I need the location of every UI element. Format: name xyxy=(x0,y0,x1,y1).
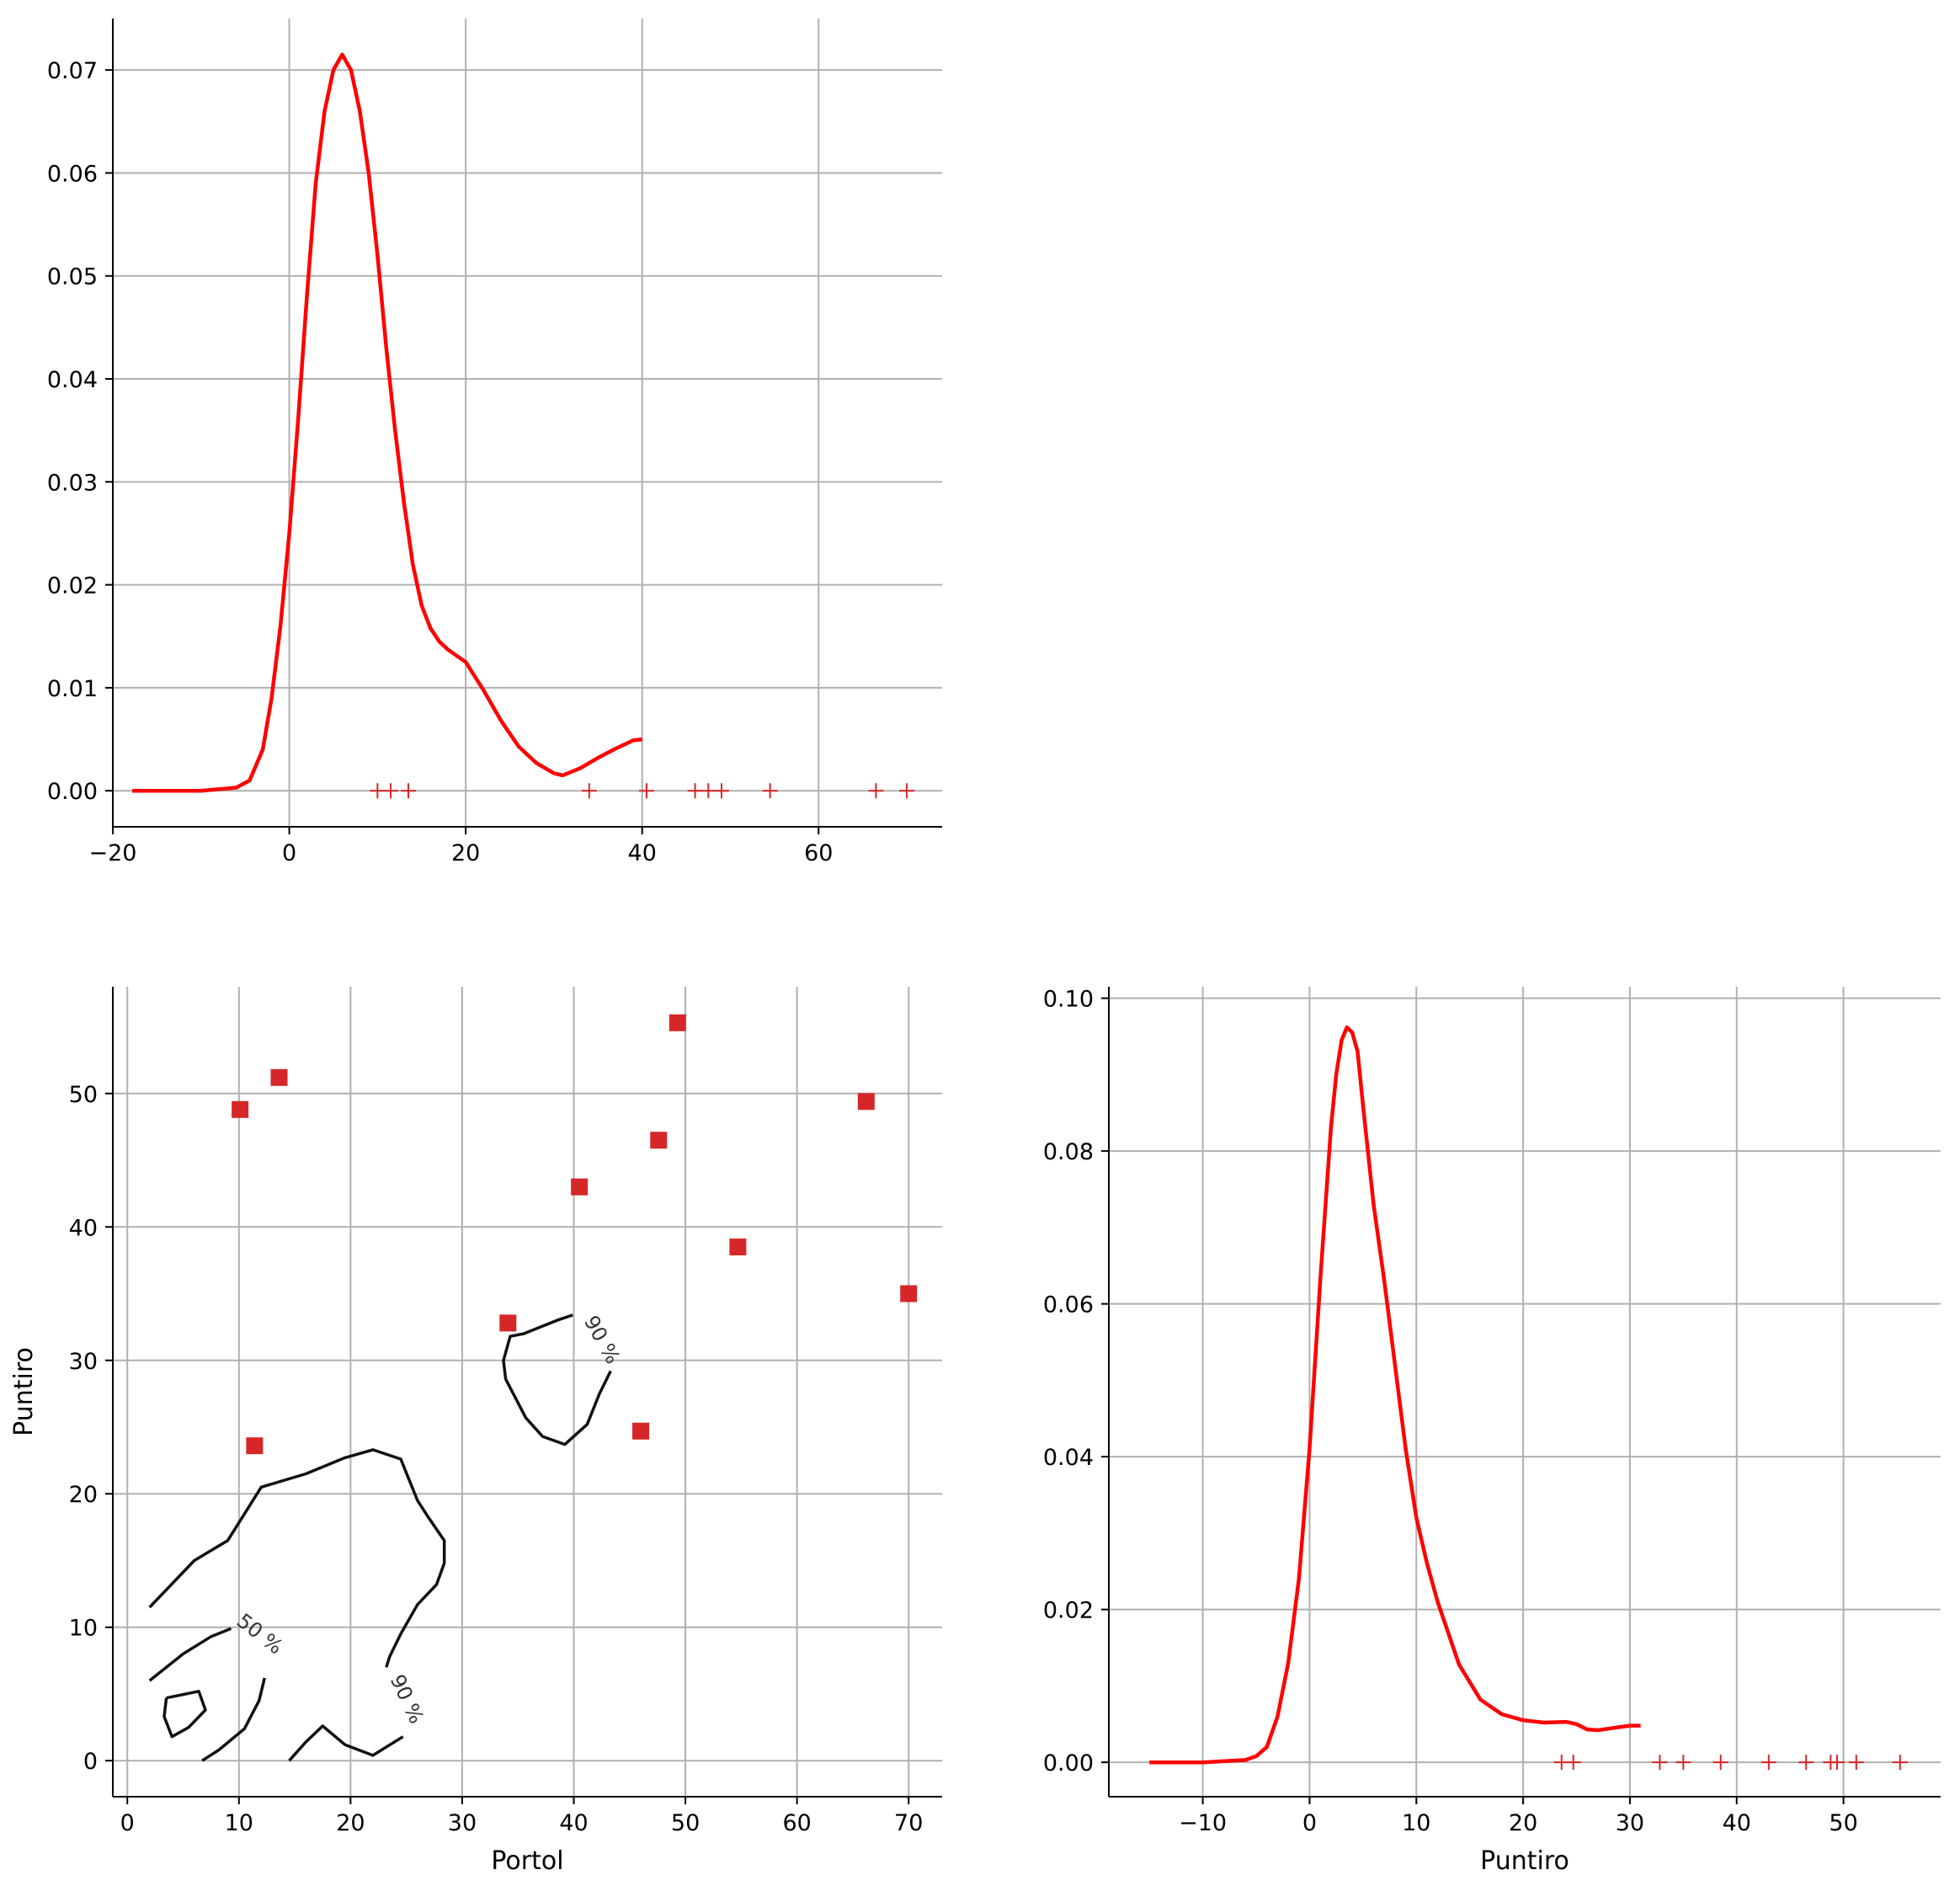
x-axis-label: Puntiro xyxy=(1480,1846,1569,1876)
rug-marker xyxy=(1848,1755,1864,1771)
scatter-point xyxy=(632,1422,650,1440)
rug-marker xyxy=(1829,1755,1845,1771)
x-tick-label: 20 xyxy=(451,840,480,866)
rug-marker xyxy=(1892,1755,1908,1771)
density-curve xyxy=(132,52,642,793)
rug-marker xyxy=(1652,1755,1668,1771)
x-tick-label: 10 xyxy=(225,1810,253,1836)
y-tick-label: 0.04 xyxy=(47,367,98,393)
y-tick-label: 0.00 xyxy=(1043,1750,1094,1776)
y-tick-label: 0.04 xyxy=(1043,1445,1094,1471)
x-tick-label: 50 xyxy=(671,1810,700,1836)
y-axis-label: Puntiro xyxy=(9,1347,39,1436)
density-panel-puntiro: −10 0 10 20 30 40 50 0.00 0.02 0.04 0.06 0.08 0.10 Pu… xyxy=(1043,987,1941,1876)
x-tick-label: 20 xyxy=(336,1810,365,1836)
contour-line xyxy=(148,1448,446,1668)
rug-marker xyxy=(1565,1755,1581,1771)
density-curve xyxy=(1149,1025,1641,1765)
rug-marker xyxy=(1798,1755,1814,1771)
scatter-point xyxy=(499,1314,517,1332)
y-tick-label: 0.07 xyxy=(47,58,98,84)
x-tick-label: 20 xyxy=(1509,1810,1537,1836)
rug-marker xyxy=(1712,1755,1728,1771)
x-tick-label: 40 xyxy=(628,840,657,866)
x-tick-label: 0 xyxy=(120,1810,135,1836)
contour-label: 90 % xyxy=(579,1312,625,1368)
scatter-point xyxy=(729,1238,747,1256)
contour-label: 90 % xyxy=(386,1671,429,1728)
rug-marker xyxy=(401,783,417,799)
scatter-point xyxy=(246,1437,264,1455)
rug-marker xyxy=(899,783,915,799)
contour-line xyxy=(201,1677,266,1762)
contour-line xyxy=(162,1690,207,1739)
x-tick-label: −10 xyxy=(1179,1810,1227,1836)
rug-marker xyxy=(383,783,399,799)
scatter-point xyxy=(900,1285,918,1302)
scatter-point xyxy=(232,1100,249,1118)
rug-marker xyxy=(700,783,716,799)
contour-line xyxy=(502,1313,612,1446)
x-tick-label: 0 xyxy=(1302,1810,1317,1836)
y-tick-label: 0.02 xyxy=(47,573,98,599)
y-tick-label: 0.08 xyxy=(1043,1139,1094,1165)
y-tick-label: 50 xyxy=(69,1082,98,1108)
scatter-point xyxy=(650,1132,668,1149)
y-tick-label: 0.06 xyxy=(47,161,98,187)
x-tick-label: 70 xyxy=(894,1810,923,1836)
rug-marker xyxy=(370,783,386,799)
scatter-point xyxy=(668,1014,686,1031)
rug-marker xyxy=(762,783,778,799)
x-tick-label: 50 xyxy=(1829,1810,1857,1836)
contour-line xyxy=(288,1724,404,1762)
y-tick-label: 0.01 xyxy=(47,676,98,702)
y-tick-label: 0.02 xyxy=(1043,1598,1094,1624)
y-tick-label: 20 xyxy=(69,1482,98,1508)
scatter-contour-panel: 0 10 20 30 40 50 60 70 0 10 20 30 40 50 Portol Puntiro 9… xyxy=(9,987,942,1876)
y-tick-label: 10 xyxy=(69,1616,98,1642)
y-tick-label: 30 xyxy=(69,1349,98,1375)
scatter-point xyxy=(571,1178,589,1196)
contour-label: 50 % xyxy=(232,1609,287,1659)
y-tick-label: 0.03 xyxy=(47,470,98,496)
x-tick-label: 0 xyxy=(282,840,296,866)
scatter-point xyxy=(857,1093,875,1111)
x-tick-label: 30 xyxy=(1616,1810,1644,1836)
rug-marker xyxy=(581,783,597,799)
x-axis-label: Portol xyxy=(491,1846,563,1876)
x-tick-label: 60 xyxy=(782,1810,811,1836)
y-tick-label: 0.00 xyxy=(47,779,98,805)
y-tick-label: 0.10 xyxy=(1043,987,1094,1013)
x-tick-label: 40 xyxy=(1723,1810,1751,1836)
rug-marker xyxy=(868,783,884,799)
x-tick-label: 60 xyxy=(804,840,833,866)
x-tick-label: −20 xyxy=(89,840,137,866)
y-tick-label: 40 xyxy=(69,1215,98,1241)
y-tick-label: 0 xyxy=(83,1749,98,1775)
rug-marker xyxy=(714,783,730,799)
rug-marker xyxy=(638,783,654,799)
rug-marker xyxy=(1675,1755,1691,1771)
rug-marker xyxy=(687,783,703,799)
contour-line xyxy=(148,1627,232,1682)
x-tick-label: 40 xyxy=(559,1810,588,1836)
scatter-point xyxy=(270,1068,288,1086)
x-tick-label: 10 xyxy=(1402,1810,1430,1836)
rug-marker xyxy=(1760,1755,1776,1771)
y-tick-label: 0.05 xyxy=(47,264,98,290)
x-tick-label: 30 xyxy=(448,1810,477,1836)
y-tick-label: 0.06 xyxy=(1043,1292,1094,1318)
density-panel-portol: −20 0 20 40 60 0.00 0.01 0.02 0.03 0.04 0.05 0.06 0.… xyxy=(47,19,942,866)
